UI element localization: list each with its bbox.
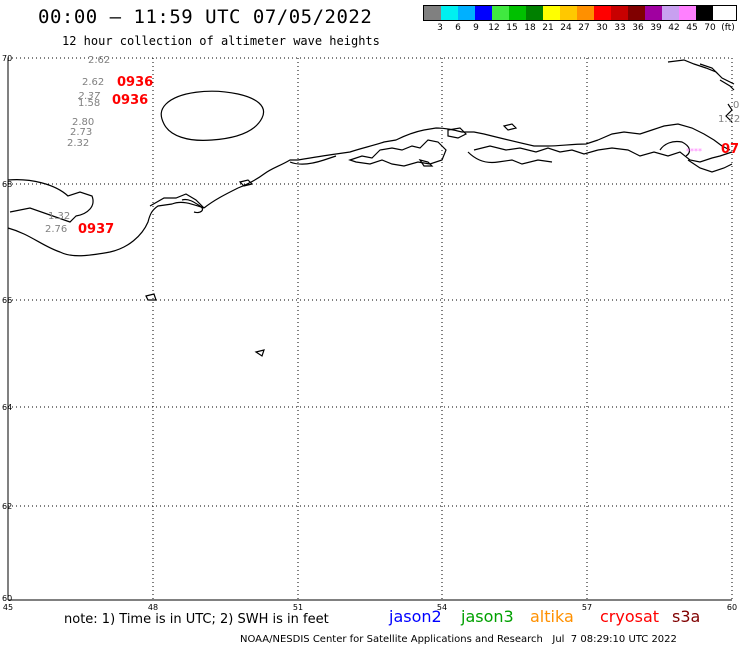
lon-label: 54 bbox=[437, 603, 447, 612]
lat-label: 70 bbox=[2, 54, 12, 63]
scale-label: 21 bbox=[542, 23, 554, 33]
time-label: 0937 bbox=[78, 222, 114, 237]
scale-label: 27 bbox=[578, 23, 590, 33]
swh-value: 2.32 bbox=[67, 138, 89, 149]
scale-label: 70 bbox=[704, 23, 716, 33]
color-swatch bbox=[679, 6, 696, 20]
swh-value: 0 bbox=[733, 100, 739, 111]
color-scale-labels: 3 6 9 12 15 18 21 24 27 30 33 36 39 42 45 70 (ft) bbox=[423, 23, 737, 33]
scale-label: 15 bbox=[506, 23, 518, 33]
swh-value: 2.73 bbox=[70, 127, 92, 138]
scale-label: 30 bbox=[596, 23, 608, 33]
swh-value: 2.80 bbox=[72, 117, 94, 128]
color-swatch bbox=[560, 6, 577, 20]
wave-height-observations: 2.62 2.62 0936 2.37 1.58 0936 2.80 2.73 … bbox=[45, 55, 740, 237]
lon-label: 60 bbox=[727, 603, 737, 612]
color-swatch bbox=[424, 6, 441, 20]
color-scale-swatches bbox=[423, 5, 737, 21]
lat-label: 68 bbox=[2, 180, 12, 189]
map-subtitle: 12 hour collection of altimeter wave hei… bbox=[62, 34, 380, 48]
lat-label: 64 bbox=[2, 403, 12, 412]
wave-height-color-scale: 3 6 9 12 15 18 21 24 27 30 33 36 39 42 45 70 (ft) bbox=[423, 5, 737, 33]
scale-label: 12 bbox=[488, 23, 500, 33]
color-swatch bbox=[645, 6, 662, 20]
scale-label: 45 bbox=[686, 23, 698, 33]
swh-value: 2.62 bbox=[88, 55, 110, 66]
swh-value: 1.58 bbox=[78, 98, 100, 109]
swh-value: 1.32 bbox=[48, 211, 70, 222]
lon-label: 51 bbox=[293, 603, 303, 612]
scale-unit: (ft) bbox=[721, 23, 735, 33]
color-swatch bbox=[696, 6, 713, 20]
swh-value: 2.37 bbox=[78, 91, 101, 102]
lat-label: 66 bbox=[2, 296, 12, 305]
time-label: 0936 bbox=[117, 75, 153, 90]
map-title: 00:00 – 11:59 UTC 07/05/2022 bbox=[38, 6, 373, 28]
longitude-labels: 45 48 51 54 57 60 bbox=[3, 603, 737, 612]
lat-label: 60 bbox=[2, 594, 12, 603]
legend-jason3: jason3 bbox=[461, 607, 514, 626]
color-swatch bbox=[458, 6, 475, 20]
scale-label: 3 bbox=[437, 23, 443, 33]
color-swatch bbox=[509, 6, 526, 20]
lon-label: 45 bbox=[3, 603, 13, 612]
scale-label: 18 bbox=[524, 23, 536, 33]
time-label: 07 bbox=[721, 142, 739, 157]
coastline bbox=[7, 59, 735, 357]
scale-label: 42 bbox=[668, 23, 680, 33]
color-swatch bbox=[662, 6, 679, 20]
legend-jason2: jason2 bbox=[389, 607, 442, 626]
legend-s3a: s3a bbox=[672, 607, 701, 626]
scale-label: 36 bbox=[632, 23, 644, 33]
scale-label: 39 bbox=[650, 23, 662, 33]
color-swatch bbox=[611, 6, 628, 20]
swh-marker: **** bbox=[686, 147, 702, 156]
lat-label: 62 bbox=[2, 502, 12, 511]
grid-lines bbox=[8, 57, 733, 600]
color-swatch bbox=[441, 6, 458, 20]
color-swatch bbox=[526, 6, 543, 20]
lon-label: 48 bbox=[148, 603, 158, 612]
legend-cryosat: cryosat bbox=[600, 607, 660, 626]
legend-altika: altika bbox=[530, 607, 574, 626]
scale-label: 33 bbox=[614, 23, 626, 33]
color-swatch bbox=[543, 6, 560, 20]
scale-label: 24 bbox=[560, 23, 572, 33]
swh-value: 2.62 bbox=[82, 77, 104, 88]
scale-label: 9 bbox=[473, 23, 479, 33]
color-swatch bbox=[594, 6, 611, 20]
latitude-labels: 70 68 66 64 62 60 bbox=[2, 54, 12, 603]
swh-value: 2.76 bbox=[45, 224, 67, 235]
scale-label: 6 bbox=[455, 23, 461, 33]
color-swatch bbox=[492, 6, 509, 20]
color-swatch bbox=[475, 6, 492, 20]
color-swatch bbox=[577, 6, 594, 20]
units-note: note: 1) Time is in UTC; 2) SWH is in fe… bbox=[64, 612, 329, 627]
lon-label: 57 bbox=[582, 603, 592, 612]
credit-line: NOAA/NESDIS Center for Satellite Applica… bbox=[240, 634, 677, 645]
swh-value: 1.72 bbox=[718, 114, 740, 125]
color-swatch bbox=[628, 6, 645, 20]
time-label: 0936 bbox=[112, 93, 148, 108]
